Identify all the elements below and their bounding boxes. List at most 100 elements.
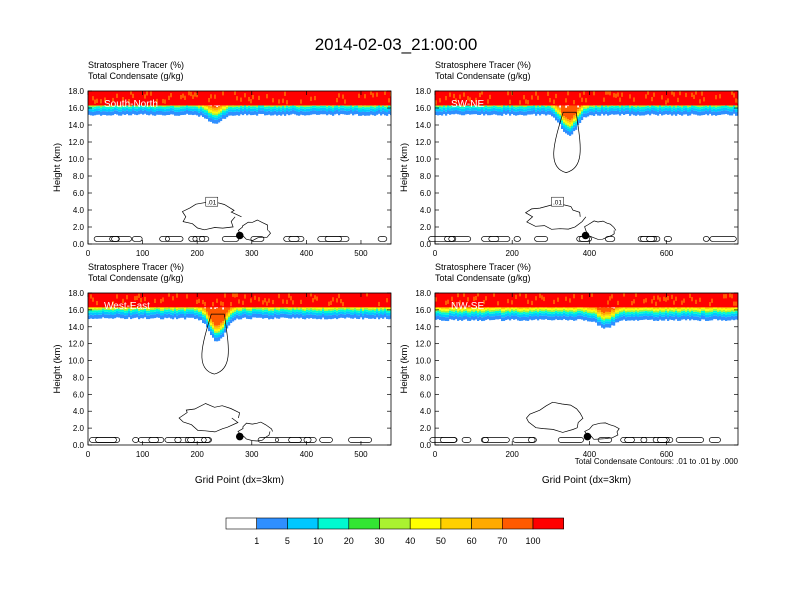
tracer-cell	[316, 111, 319, 115]
tracer-cell	[463, 307, 466, 310]
tracer-cell	[330, 309, 333, 311]
tracer-cell	[733, 109, 736, 114]
tracer-cell	[487, 312, 490, 316]
tracer-cell	[567, 316, 570, 321]
tracer-cell	[352, 310, 355, 313]
tracer-cell	[737, 105, 738, 108]
tracer-cell	[479, 313, 482, 317]
tracer-cell	[599, 111, 602, 116]
tracer-cell	[445, 310, 448, 313]
tracer-cell	[102, 307, 105, 309]
tracer-cell	[160, 110, 163, 115]
tracer-cell	[386, 109, 389, 113]
tracer-cell	[701, 111, 704, 116]
tracer-cell	[244, 93, 247, 98]
tracer-cell	[228, 319, 231, 322]
tracer-field	[435, 91, 738, 136]
tracer-cell	[294, 309, 297, 313]
tracer-cell	[160, 108, 163, 111]
tracer-cell	[280, 109, 283, 112]
tracer-cell	[180, 313, 183, 318]
tracer-cell	[715, 111, 718, 116]
tracer-cell	[282, 299, 285, 304]
condensate-contour	[198, 236, 210, 242]
tracer-cell	[471, 307, 474, 310]
tracer-cell	[178, 311, 181, 315]
tracer-cell	[218, 112, 221, 114]
tracer-cell	[96, 293, 99, 308]
tracer-cell	[727, 110, 730, 115]
tracer-cell	[483, 106, 486, 110]
tracer-cell	[228, 315, 231, 318]
tracer-cell	[202, 108, 205, 111]
tracer-cell	[495, 108, 498, 111]
tracer-cell	[621, 307, 624, 309]
tracer-cell	[641, 111, 644, 116]
tracer-cell	[709, 105, 712, 108]
tracer-cell	[623, 106, 626, 109]
tracer-cell	[585, 311, 588, 314]
tracer-cell	[296, 311, 299, 314]
tracer-cell	[609, 315, 612, 318]
tracer-cell	[665, 105, 668, 108]
tracer-cell	[180, 309, 183, 312]
tracer-cell	[553, 107, 556, 110]
tracer-cell	[593, 109, 596, 113]
tracer-cell	[114, 308, 117, 310]
x-tick-label: 0	[86, 249, 91, 258]
tracer-cell	[216, 117, 219, 120]
tracer-cell	[310, 293, 313, 308]
tracer-cell	[346, 308, 349, 312]
tracer-cell	[631, 310, 634, 312]
tracer-cell	[148, 310, 151, 313]
tracer-cell	[326, 307, 329, 310]
tracer-cell	[218, 105, 221, 107]
tracer-cell	[328, 307, 331, 309]
tracer-cell	[491, 293, 494, 308]
tracer-cell	[501, 293, 504, 308]
tracer-cell	[463, 311, 466, 314]
tracer-cell	[523, 105, 526, 108]
tracer-cell	[126, 295, 129, 300]
tracer-cell	[266, 314, 269, 319]
tracer-cell	[378, 315, 381, 320]
tracer-cell	[270, 315, 273, 319]
tracer-cell	[304, 107, 307, 110]
tracer-cell	[112, 108, 115, 112]
tracer-cell	[92, 105, 95, 108]
tracer-cell	[551, 91, 554, 106]
tracer-cell	[330, 315, 333, 320]
y-tick-label: 6.0	[420, 189, 432, 198]
tracer-cell	[573, 119, 576, 121]
tracer-cell	[435, 106, 438, 109]
tracer-cell	[633, 316, 636, 321]
tracer-cell	[220, 105, 223, 108]
panel-title-condensate: Total Condensate (g/kg)	[88, 71, 184, 81]
tracer-cell	[459, 309, 462, 312]
tracer-cell	[208, 112, 211, 116]
tracer-cell	[114, 91, 117, 106]
tracer-cell	[334, 293, 337, 308]
tracer-cell	[352, 293, 355, 308]
tracer-cell	[461, 310, 464, 313]
tracer-cell	[138, 108, 141, 111]
tracer-cell	[92, 109, 95, 112]
tracer-cell	[300, 108, 303, 111]
tracer-cell	[260, 91, 263, 106]
tracer-cell	[539, 312, 542, 316]
tracer-cell	[471, 315, 474, 320]
tracer-cell	[649, 91, 652, 106]
tracer-cell	[94, 108, 97, 112]
tracer-cell	[717, 106, 720, 109]
tracer-cell	[579, 312, 582, 316]
tracer-cell	[204, 91, 207, 106]
tracer-cell	[196, 299, 199, 304]
tracer-cell	[270, 308, 273, 311]
tracer-cell	[132, 309, 135, 312]
tracer-cell	[378, 310, 381, 313]
tracer-cell	[621, 314, 624, 317]
tracer-cell	[711, 105, 714, 108]
tracer-cell	[154, 311, 157, 315]
tracer-cell	[234, 107, 237, 110]
tracer-cell	[388, 107, 391, 111]
